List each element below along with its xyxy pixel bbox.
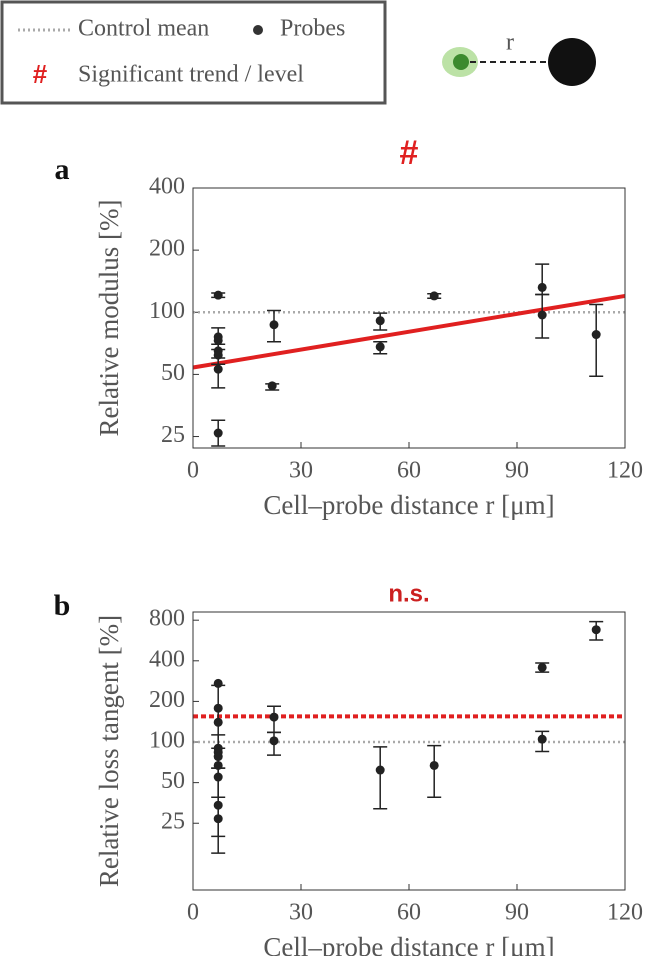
y-tick-label: 25 [161,809,185,835]
y-tick-label: 400 [149,174,185,200]
error-bar [589,303,604,377]
legend-control: Control mean [78,16,209,42]
plot-frame [192,611,626,891]
y-tick-label: 50 [161,768,185,794]
x-tick-label: 120 [607,900,643,926]
x-tick-label: 90 [505,458,529,484]
y-axis-label: Relative loss tangent [%] [94,615,124,887]
probe-point [591,625,601,635]
x-tick-label: 120 [607,458,643,484]
inset: r [442,30,596,86]
probe-point [429,291,439,301]
x-tick-label: 90 [505,900,529,926]
probe-point [213,290,223,300]
error-bar [373,746,388,810]
trend-line [192,293,626,370]
x-tick-label: 60 [397,458,421,484]
probe-point [429,760,439,770]
probe-point [213,428,223,438]
plot-frame [192,187,626,449]
chart: b n.s. 0 30 60 90 120 25 50 100 200 400 800 Cell–prob… [54,580,643,956]
chart: a #0 30 60 90 120 25 50 100 200 400 Cell–probe dist… [55,134,644,520]
probe-point [213,717,223,727]
y-tick-label: 50 [161,360,185,386]
probe-point [269,712,279,722]
probe-bead [548,38,596,86]
inset-label: r [506,30,514,56]
probe-point [269,736,279,746]
probe-point [537,734,547,744]
x-tick-label: 30 [289,458,313,484]
legend-symbol: # [33,59,48,89]
x-axis-label: Cell–probe distance r [μm] [263,490,554,520]
panel-label: b [54,589,71,622]
probe-point [269,320,279,330]
x-tick-label: 30 [289,900,313,926]
error-bar [211,767,226,798]
annotation: n.s. [388,580,429,607]
legend-dot [253,25,263,35]
x-axis-label: Cell–probe distance r [μm] [263,932,554,956]
probe-point [537,662,547,672]
probe-point [213,772,223,782]
probe-point [537,310,547,320]
x-tick-label: 0 [187,458,199,484]
probe-point [375,316,385,326]
y-tick-label: 200 [149,687,185,713]
y-tick-label: 100 [149,298,185,324]
probe-point [213,364,223,374]
probe-point [375,342,385,352]
y-tick-label: 800 [149,606,185,632]
y-tick-label: 100 [149,728,185,754]
probe-point [375,765,385,775]
probe-point [213,814,223,824]
probe-point [213,800,223,810]
probe-point [591,330,601,340]
y-tick-label: 25 [161,422,185,448]
legend-box [0,0,387,105]
y-axis-label: Relative modulus [%] [94,200,124,437]
legend-significance: Significant trend / level [78,62,304,88]
cell [453,54,469,70]
probe-point [213,335,223,345]
x-tick-label: 60 [397,900,421,926]
y-tick-label: 200 [149,236,185,262]
probe-point [537,282,547,292]
legend-probes: Probes [280,16,345,42]
probe-point [267,381,277,391]
x-tick-label: 0 [187,900,199,926]
panel-label: a [55,153,70,186]
error-bar [427,744,442,798]
annotation: # [400,134,419,172]
y-tick-label: 400 [149,646,185,672]
